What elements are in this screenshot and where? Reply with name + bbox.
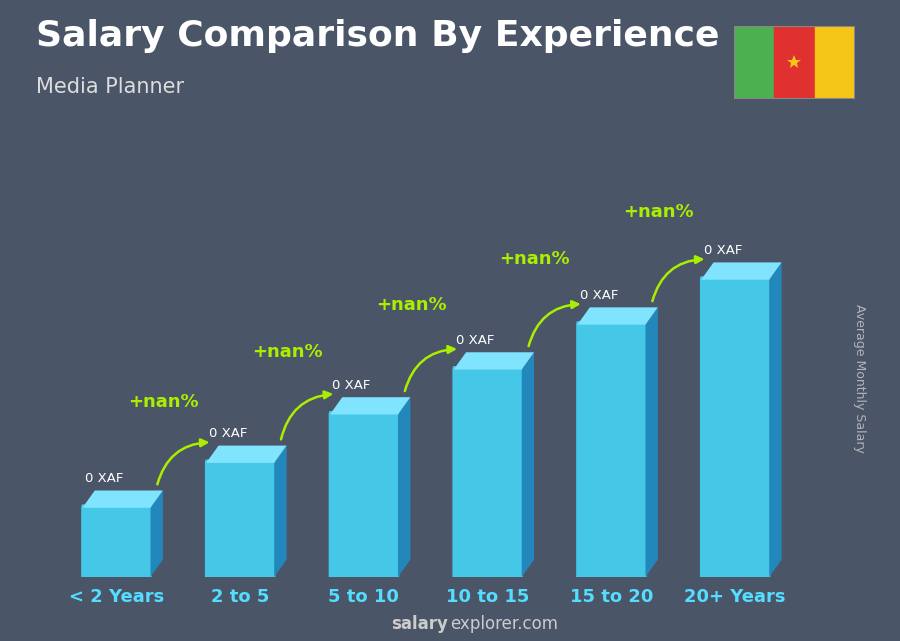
Text: salary: salary xyxy=(392,615,448,633)
Text: +nan%: +nan% xyxy=(128,393,199,411)
Polygon shape xyxy=(274,445,286,577)
Polygon shape xyxy=(398,397,410,577)
Text: Salary Comparison By Experience: Salary Comparison By Experience xyxy=(36,19,719,53)
Polygon shape xyxy=(645,307,658,577)
Polygon shape xyxy=(701,262,781,279)
Polygon shape xyxy=(330,397,410,415)
Text: 0 XAF: 0 XAF xyxy=(332,379,371,392)
Polygon shape xyxy=(454,353,534,370)
Text: explorer.com: explorer.com xyxy=(450,615,558,633)
Text: +nan%: +nan% xyxy=(375,296,446,314)
Text: Media Planner: Media Planner xyxy=(36,77,184,97)
FancyBboxPatch shape xyxy=(81,504,152,580)
FancyBboxPatch shape xyxy=(205,460,275,580)
Polygon shape xyxy=(522,353,534,577)
Polygon shape xyxy=(83,490,163,508)
Text: 0 XAF: 0 XAF xyxy=(704,244,742,257)
FancyBboxPatch shape xyxy=(453,366,523,580)
FancyBboxPatch shape xyxy=(700,276,770,580)
FancyBboxPatch shape xyxy=(328,411,400,580)
Text: Average Monthly Salary: Average Monthly Salary xyxy=(853,304,866,453)
Polygon shape xyxy=(150,490,163,577)
Text: 0 XAF: 0 XAF xyxy=(580,289,618,302)
Text: 0 XAF: 0 XAF xyxy=(209,428,247,440)
Bar xyxy=(774,26,814,99)
Text: +nan%: +nan% xyxy=(252,343,322,361)
Polygon shape xyxy=(206,445,286,463)
Polygon shape xyxy=(578,307,658,324)
FancyBboxPatch shape xyxy=(576,321,647,580)
Text: 0 XAF: 0 XAF xyxy=(85,472,123,485)
Text: 0 XAF: 0 XAF xyxy=(456,334,494,347)
Bar xyxy=(734,26,774,99)
Polygon shape xyxy=(770,262,781,577)
Text: +nan%: +nan% xyxy=(500,249,570,267)
Bar xyxy=(814,26,855,99)
Text: +nan%: +nan% xyxy=(623,203,694,221)
